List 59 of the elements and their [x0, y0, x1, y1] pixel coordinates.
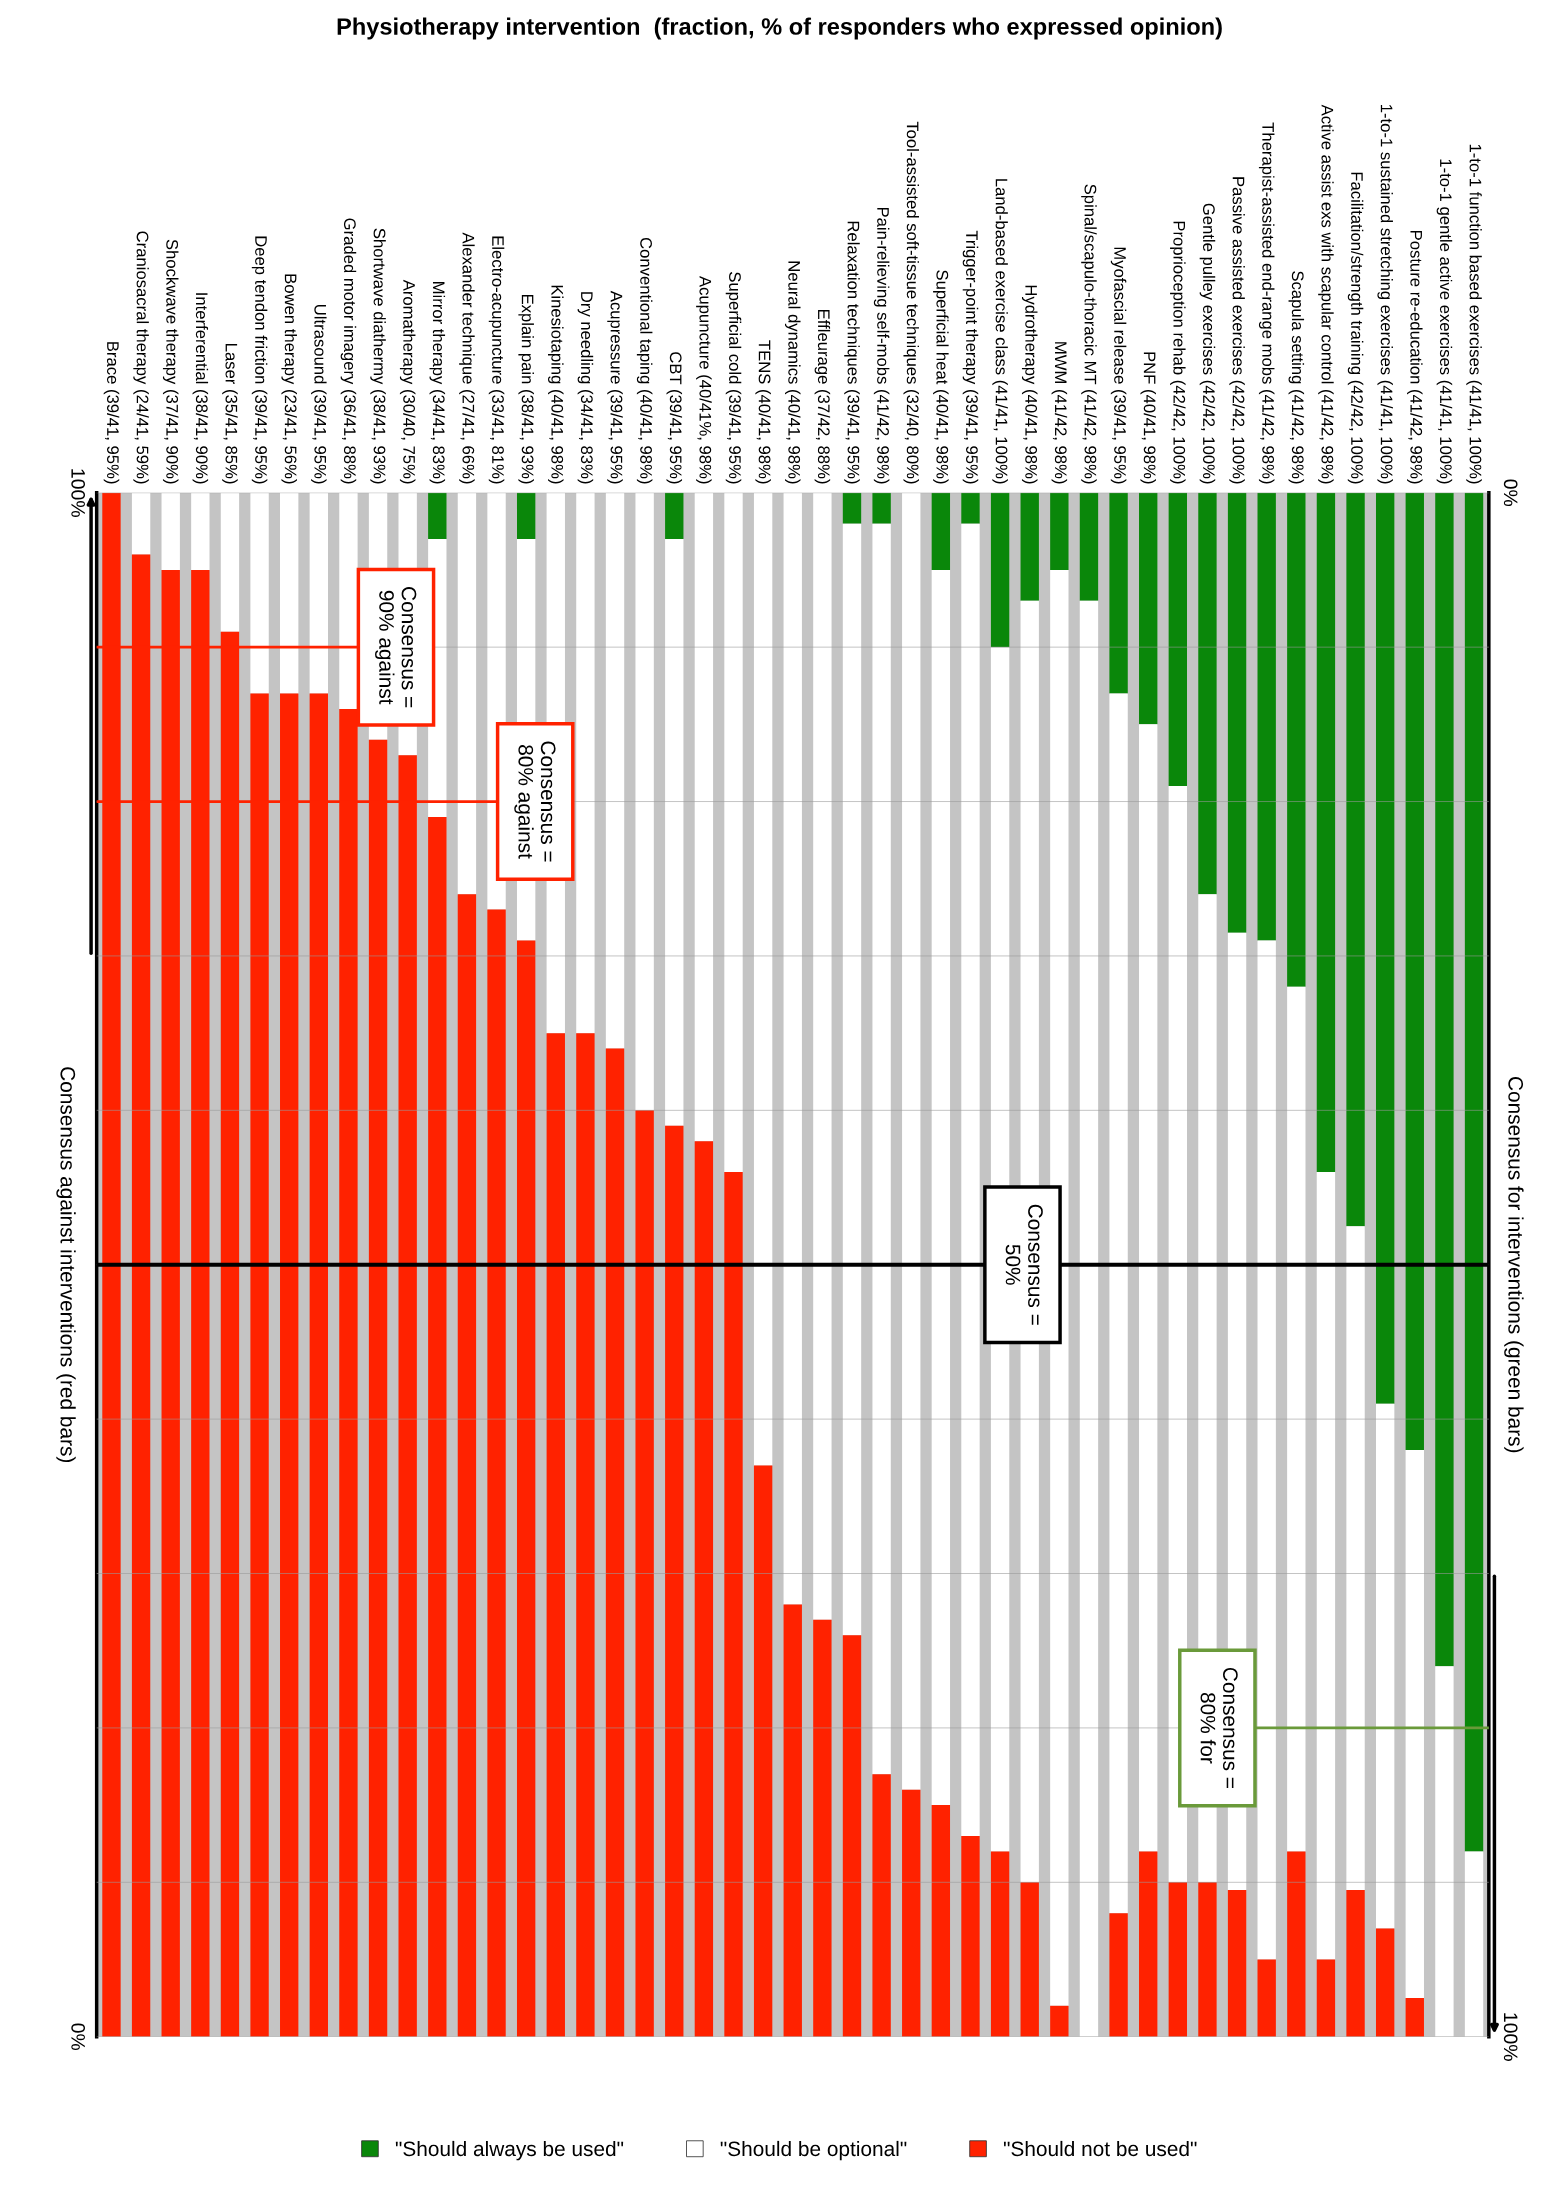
x-tick-label: Land-based exercise class (41/41, 100%) [992, 179, 1008, 484]
y2-axis-title: Consensus against interventions (red bars) [56, 1067, 76, 1463]
x-tick-label: Pain-relieving self-mobs (41/42, 98%) [873, 207, 890, 484]
x-tick-label: Therapist-assisted end-range mobs (41/42, 98%) [1258, 122, 1275, 484]
x-tick-label: Dry needling (34/41, 83%) [577, 292, 594, 484]
ref-line-label: Consensus = 50% [1005, 1204, 1043, 1325]
x-tick-label: Relaxation techniques (39/41, 95%) [844, 221, 860, 484]
ref-line-label: Consensus = 90% against [375, 587, 417, 708]
legend-label: "Should be optional" [720, 2140, 907, 2161]
y-axis-title: Consensus for interventions (green bars) [1504, 1077, 1524, 1453]
x-tick-label: Facilitation/strength training (42/42, 100%) [1347, 172, 1364, 484]
y2-tick-label: 0% [71, 2023, 86, 2051]
x-tick-label: TENS (40/41, 98%) [755, 340, 771, 484]
x-tick-label: Myofascial release (39/41, 95%) [1110, 247, 1127, 484]
x-tick-label: 1-to-1 sustained stretching exercises (41/41, 100%) [1377, 104, 1393, 484]
x-tick-label: Scapula setting (41/42, 98%) [1288, 271, 1305, 484]
x-tick-label: Shockwave therapy (37/41, 90%) [162, 239, 179, 484]
x-tick-label: Neural dynamics (40/41, 98%) [784, 261, 801, 484]
y2-tick-label: 100% [71, 469, 86, 517]
x-tick-label: Ultrasound (39/41, 95%) [311, 305, 327, 484]
ref-line-label: Consensus = 80% for [1200, 1667, 1238, 1788]
x-tick-label: 1-to-1 gentle active exercises (41/41, 100%) [1436, 159, 1453, 484]
x-tick-label: Posture re-education (41/42, 98%) [1407, 231, 1423, 484]
x-tick-label: Brace (39/41, 95%) [103, 342, 120, 484]
x-tick-label: Superficial cold (39/41, 95%) [725, 272, 742, 484]
x-tick-label: Aromatherapy (30/40, 75%) [399, 279, 416, 484]
x-tick-label: Gentle pulley exercises (42/42, 100%) [1199, 203, 1216, 484]
x-tick-label: Laser (35/41, 85%) [222, 344, 238, 484]
x-tick-label: Active assist exs with scapular control (41/42, 98%) [1318, 104, 1334, 484]
x-tick-label: MWM (41/42, 98%) [1051, 342, 1068, 484]
x-tick-label: Interferential (38/41, 90%) [192, 293, 209, 484]
x-tick-label: Graded motor imagery (36/41, 88%) [340, 218, 357, 484]
x-tick-label: 1-to-1 function based exercises (41/41, 100%) [1466, 144, 1482, 484]
x-tick-label: Acupuncture (40/41%, 98%) [696, 276, 712, 484]
x-tick-label: Proprioception rehab (42/42, 100%) [1170, 221, 1186, 484]
x-tick-label: Effleurage (37/42, 88%) [814, 310, 831, 484]
legend-label: "Should not be used" [1003, 2140, 1197, 2157]
ref-line-label: Consensus = 80% against [514, 741, 556, 862]
x-tick-label: Craniosacral therapy (24/41, 59%) [133, 231, 149, 484]
x-tick-label: Tool-assisted soft-tissue techniques (32/40, 80%) [903, 121, 919, 484]
x-tick-label: PNF (40/41, 98%) [1140, 352, 1156, 484]
x-tick-label: Alexander technique (27/41, 66%) [459, 232, 475, 484]
x-tick-label: Shortwave diathermy (38/41, 93%) [370, 228, 386, 484]
chart-title: Physiotherapy intervention (fraction, % of responders who expressed opinion) [337, 17, 1222, 40]
x-tick-label: Kinesiotaping (40/41, 98%) [548, 285, 564, 484]
x-tick-label: Explain pain (38/41, 93%) [518, 294, 534, 484]
x-tick-label: Conventional taping (40/41, 98%) [636, 237, 653, 484]
x-tick-label: Bowen therapy (23/41, 56%) [281, 274, 297, 484]
x-tick-label: CBT (39/41, 95%) [666, 352, 683, 484]
legend-label: "Should always be used" [395, 2140, 624, 2161]
x-tick-label: Spinal/scapulo-thoracic MT (41/42, 98%) [1081, 184, 1097, 484]
x-tick-label: Trigger-point therapy (39/41, 95%) [962, 230, 979, 484]
x-tick-label: Deep tendon friction (39/41, 95%) [251, 236, 268, 484]
x-tick-label: Hydrotherapy (40/41, 98%) [1021, 285, 1038, 484]
x-tick-label: Mirror therapy (34/41, 83%) [429, 282, 446, 484]
x-tick-label: Acupressure (39/41, 95%) [607, 290, 623, 484]
x-tick-label: Passive assisted exercises (42/42, 100%) [1229, 177, 1245, 484]
x-tick-label: Electro-acupuncture (33/41, 81%) [488, 236, 505, 484]
x-tick-label: Superficial heat (40/41, 98%) [933, 270, 949, 484]
